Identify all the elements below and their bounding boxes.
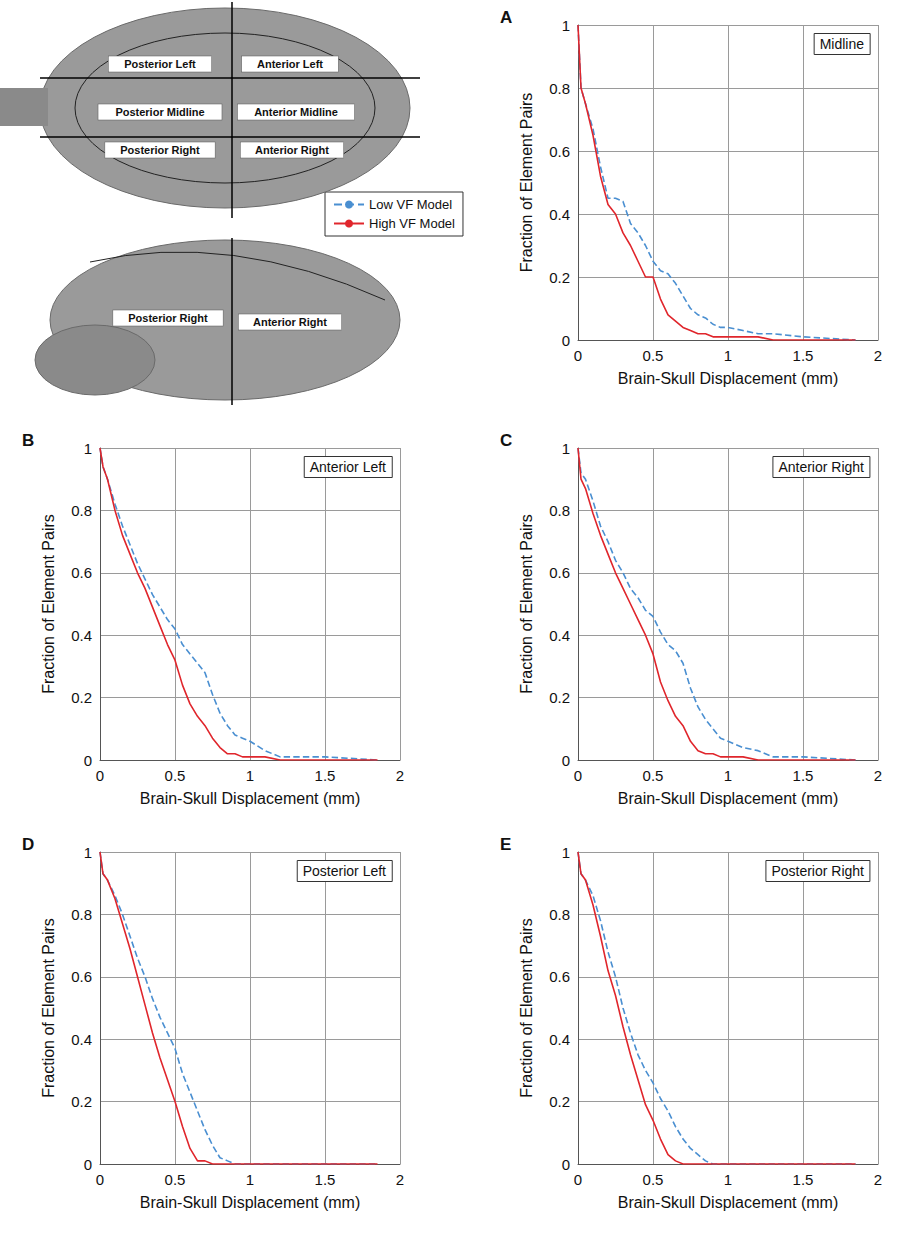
svg-text:0: 0 bbox=[562, 332, 570, 349]
svg-text:Brain-Skull Displacement (mm): Brain-Skull Displacement (mm) bbox=[618, 790, 839, 807]
svg-text:Anterior Midline: Anterior Midline bbox=[254, 106, 338, 118]
svg-text:C: C bbox=[500, 431, 512, 450]
svg-text:0.2: 0.2 bbox=[549, 689, 570, 706]
svg-text:0: 0 bbox=[84, 752, 92, 769]
svg-text:Posterior Right: Posterior Right bbox=[771, 863, 864, 879]
svg-text:2: 2 bbox=[874, 767, 882, 784]
svg-text:B: B bbox=[22, 431, 34, 450]
svg-text:0.5: 0.5 bbox=[643, 767, 664, 784]
svg-text:0.2: 0.2 bbox=[549, 1093, 570, 1110]
svg-text:Fraction of Element Pairs: Fraction of Element Pairs bbox=[518, 918, 535, 1098]
svg-text:Brain-Skull Displacement (mm): Brain-Skull Displacement (mm) bbox=[618, 370, 839, 387]
svg-text:0.5: 0.5 bbox=[165, 767, 186, 784]
svg-text:Posterior Left: Posterior Left bbox=[124, 58, 196, 70]
svg-text:1: 1 bbox=[562, 440, 570, 457]
svg-text:1: 1 bbox=[724, 1171, 732, 1188]
svg-text:Anterior Left: Anterior Left bbox=[310, 459, 386, 475]
svg-text:1: 1 bbox=[246, 1171, 254, 1188]
svg-text:0.6: 0.6 bbox=[549, 143, 570, 160]
svg-text:Fraction of Element Pairs: Fraction of Element Pairs bbox=[40, 514, 57, 694]
svg-text:0.8: 0.8 bbox=[71, 906, 92, 923]
svg-text:Posterior Right: Posterior Right bbox=[120, 144, 200, 156]
svg-text:0: 0 bbox=[84, 1156, 92, 1173]
svg-text:1: 1 bbox=[246, 767, 254, 784]
svg-text:Brain-Skull Displacement (mm): Brain-Skull Displacement (mm) bbox=[618, 1194, 839, 1211]
svg-text:Anterior Right: Anterior Right bbox=[253, 316, 327, 328]
svg-text:E: E bbox=[500, 835, 511, 854]
svg-text:1: 1 bbox=[562, 844, 570, 861]
svg-text:0.8: 0.8 bbox=[549, 502, 570, 519]
svg-text:0.8: 0.8 bbox=[71, 502, 92, 519]
svg-text:Fraction of Element Pairs: Fraction of Element Pairs bbox=[518, 514, 535, 694]
svg-text:0.6: 0.6 bbox=[549, 968, 570, 985]
svg-text:1.5: 1.5 bbox=[793, 347, 814, 364]
svg-text:0.5: 0.5 bbox=[643, 1171, 664, 1188]
svg-text:Brain-Skull Displacement (mm): Brain-Skull Displacement (mm) bbox=[140, 790, 361, 807]
svg-text:Posterior Left: Posterior Left bbox=[303, 863, 386, 879]
svg-text:0.8: 0.8 bbox=[549, 80, 570, 97]
svg-text:0.4: 0.4 bbox=[71, 1031, 92, 1048]
svg-text:0: 0 bbox=[574, 1171, 582, 1188]
svg-text:0: 0 bbox=[574, 347, 582, 364]
svg-text:0: 0 bbox=[574, 767, 582, 784]
svg-text:1: 1 bbox=[562, 17, 570, 34]
svg-text:1.5: 1.5 bbox=[315, 1171, 336, 1188]
svg-text:Midline: Midline bbox=[820, 36, 865, 52]
svg-text:A: A bbox=[500, 8, 512, 27]
svg-text:0.2: 0.2 bbox=[71, 689, 92, 706]
svg-text:0.2: 0.2 bbox=[71, 1093, 92, 1110]
svg-text:1.5: 1.5 bbox=[315, 767, 336, 784]
svg-text:2: 2 bbox=[396, 767, 404, 784]
svg-text:D: D bbox=[22, 835, 34, 854]
svg-text:0.4: 0.4 bbox=[549, 627, 570, 644]
svg-text:Posterior Right: Posterior Right bbox=[128, 312, 208, 324]
svg-text:1.5: 1.5 bbox=[793, 767, 814, 784]
svg-text:1: 1 bbox=[84, 844, 92, 861]
svg-text:1: 1 bbox=[84, 440, 92, 457]
svg-text:2: 2 bbox=[396, 1171, 404, 1188]
svg-text:0: 0 bbox=[96, 767, 104, 784]
svg-text:1: 1 bbox=[724, 347, 732, 364]
svg-text:0.8: 0.8 bbox=[549, 906, 570, 923]
svg-text:Low VF Model: Low VF Model bbox=[369, 197, 452, 212]
svg-text:0.4: 0.4 bbox=[549, 1031, 570, 1048]
svg-text:Posterior Midline: Posterior Midline bbox=[115, 106, 204, 118]
svg-text:High VF Model: High VF Model bbox=[369, 216, 455, 231]
svg-text:Anterior Left: Anterior Left bbox=[257, 58, 323, 70]
svg-text:0.4: 0.4 bbox=[71, 627, 92, 644]
svg-text:Fraction of Element Pairs: Fraction of Element Pairs bbox=[40, 918, 57, 1098]
svg-text:0: 0 bbox=[562, 752, 570, 769]
svg-text:1.5: 1.5 bbox=[793, 1171, 814, 1188]
svg-text:Brain-Skull Displacement (mm): Brain-Skull Displacement (mm) bbox=[140, 1194, 361, 1211]
svg-text:0: 0 bbox=[96, 1171, 104, 1188]
svg-text:0.2: 0.2 bbox=[549, 269, 570, 286]
svg-text:0.6: 0.6 bbox=[71, 968, 92, 985]
svg-text:0.4: 0.4 bbox=[549, 206, 570, 223]
svg-text:0: 0 bbox=[562, 1156, 570, 1173]
svg-text:Anterior Right: Anterior Right bbox=[255, 144, 329, 156]
svg-text:Anterior Right: Anterior Right bbox=[778, 459, 864, 475]
svg-text:2: 2 bbox=[874, 347, 882, 364]
svg-text:2: 2 bbox=[874, 1171, 882, 1188]
svg-text:Fraction of Element Pairs: Fraction of Element Pairs bbox=[518, 93, 535, 273]
svg-text:1: 1 bbox=[724, 767, 732, 784]
svg-text:0.6: 0.6 bbox=[71, 564, 92, 581]
svg-text:0.5: 0.5 bbox=[165, 1171, 186, 1188]
svg-text:0.5: 0.5 bbox=[643, 347, 664, 364]
svg-text:0.6: 0.6 bbox=[549, 564, 570, 581]
